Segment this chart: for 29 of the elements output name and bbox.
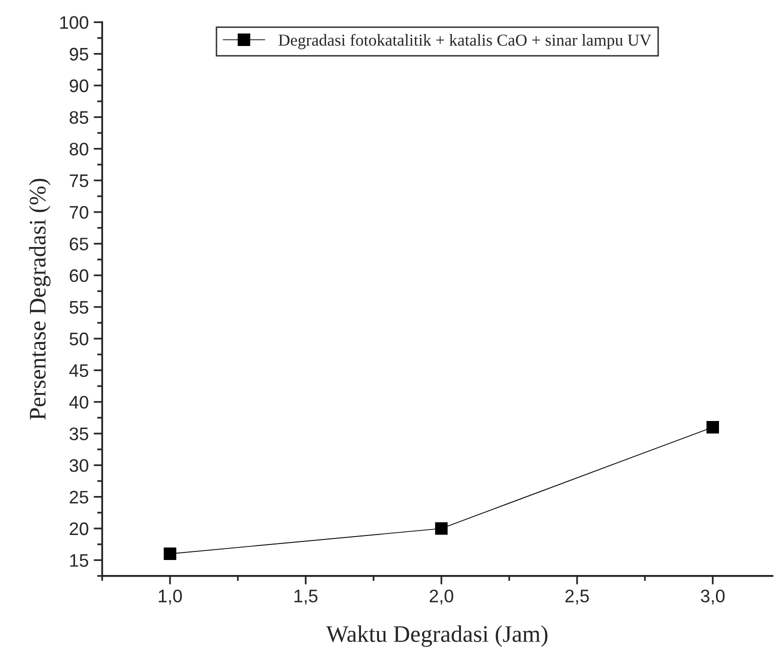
y-tick-label: 85 bbox=[70, 111, 88, 124]
y-tick-label: 30 bbox=[70, 459, 88, 472]
y-tick-label: 65 bbox=[70, 238, 88, 250]
x-tick-label: 3,0 bbox=[700, 590, 725, 605]
point bbox=[435, 522, 448, 535]
y-tick-label: 40 bbox=[69, 396, 88, 409]
y-tick-label: 20 bbox=[70, 522, 88, 536]
x-axis-title: Waktu Degradasi (Jam) bbox=[326, 625, 548, 647]
y-tick-label: 55 bbox=[70, 301, 88, 314]
y-tick-label: 95 bbox=[70, 48, 88, 61]
x-tick-label: 2,0 bbox=[430, 590, 454, 605]
y-tick-label: 15 bbox=[70, 554, 88, 567]
x-tick-label: 1,0 bbox=[158, 590, 182, 605]
y-tick-label: 35 bbox=[70, 427, 88, 440]
legend-label: Degradasi fotokatalitik + katalis CaO + sinar lampu UV bbox=[278, 34, 652, 50]
y-tick-label: 70 bbox=[70, 206, 88, 219]
y-tick-label: 25 bbox=[70, 490, 88, 504]
point bbox=[706, 420, 719, 434]
y-tick-label: 90 bbox=[70, 79, 88, 92]
y-tick-label: 45 bbox=[69, 364, 88, 377]
point bbox=[164, 548, 176, 560]
y-tick-label: 80 bbox=[70, 142, 88, 156]
x-tick-label: 1,5 bbox=[294, 590, 318, 605]
y-tick-label: 75 bbox=[70, 174, 88, 188]
y-axis-title: Persentase Degradasi (%) bbox=[29, 178, 51, 420]
y-tick-label: 100 bbox=[60, 16, 88, 29]
y-tick-label: 60 bbox=[70, 269, 88, 282]
x-tick-label: 2,5 bbox=[565, 590, 589, 605]
y-tick-label: 50 bbox=[70, 332, 88, 346]
